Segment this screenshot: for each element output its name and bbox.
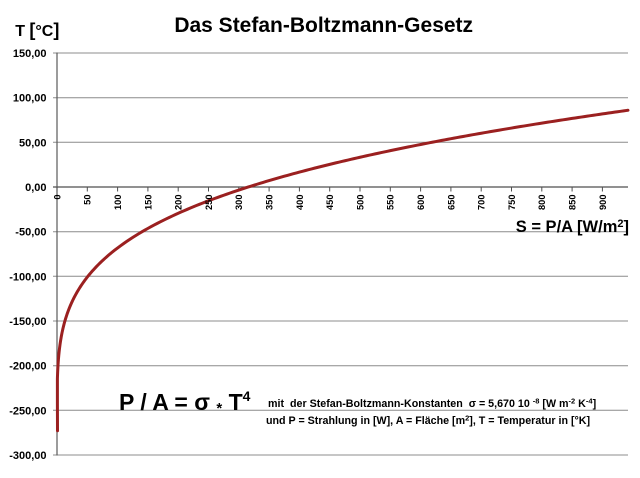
svg-text:50: 50 (83, 195, 93, 205)
svg-text:450: 450 (325, 195, 335, 211)
svg-text:Das Stefan-Boltzmann-Gesetz: Das Stefan-Boltzmann-Gesetz (174, 14, 473, 37)
svg-text:-250,00: -250,00 (9, 405, 46, 417)
svg-text:-100,00: -100,00 (9, 271, 46, 283)
svg-text:mit der Stefan-Boltzmann-Kons: mit der Stefan-Boltzmann-Konstanten σ = … (268, 397, 596, 411)
svg-text:200: 200 (174, 195, 184, 211)
svg-text:P / A = σ * T4: P / A = σ * T4 (119, 388, 251, 417)
svg-text:550: 550 (386, 195, 396, 211)
svg-text:0,00: 0,00 (25, 182, 46, 194)
svg-text:S = P/A [W/m2]: S = P/A [W/m2] (516, 218, 629, 236)
svg-text:T [°C]: T [°C] (15, 20, 59, 40)
svg-text:850: 850 (568, 195, 578, 211)
svg-text:100: 100 (113, 195, 123, 211)
svg-text:150,00: 150,00 (13, 48, 47, 60)
svg-text:400: 400 (295, 195, 305, 211)
svg-text:0: 0 (52, 195, 62, 200)
svg-text:350: 350 (265, 195, 275, 211)
svg-text:300: 300 (234, 195, 244, 211)
svg-text:500: 500 (355, 195, 365, 211)
svg-text:und P = Strahlung in [W], A =: und P = Strahlung in [W], A = Fläche [m2… (266, 414, 590, 428)
svg-text:650: 650 (446, 195, 456, 211)
svg-text:600: 600 (416, 195, 426, 211)
svg-text:150: 150 (143, 195, 153, 211)
svg-text:800: 800 (537, 195, 547, 211)
svg-text:-200,00: -200,00 (9, 361, 46, 373)
svg-text:-150,00: -150,00 (9, 316, 46, 328)
svg-text:700: 700 (477, 195, 487, 211)
svg-text:750: 750 (507, 195, 517, 211)
svg-text:-300,00: -300,00 (9, 450, 46, 462)
svg-text:100,00: 100,00 (13, 93, 47, 105)
svg-text:-50,00: -50,00 (15, 227, 46, 239)
svg-text:50,00: 50,00 (19, 137, 47, 149)
svg-text:900: 900 (598, 195, 608, 211)
svg-text:250: 250 (204, 195, 214, 211)
